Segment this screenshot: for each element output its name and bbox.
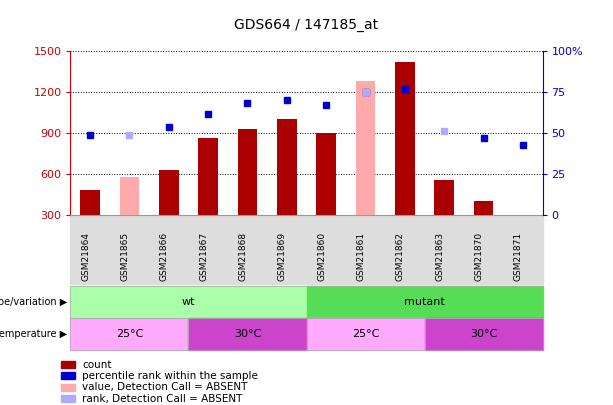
Bar	[513, 215, 533, 222]
Text: GSM21861: GSM21861	[357, 232, 365, 281]
Text: GDS664 / 147185_at: GDS664 / 147185_at	[234, 18, 379, 32]
Bar	[395, 62, 414, 215]
Bar	[238, 128, 257, 215]
Bar	[356, 81, 375, 215]
Text: GSM21868: GSM21868	[238, 232, 248, 281]
Bar	[435, 181, 454, 215]
Bar	[277, 119, 297, 215]
Text: GSM21869: GSM21869	[278, 232, 287, 281]
Text: 25°C: 25°C	[352, 329, 379, 339]
Text: GSM21867: GSM21867	[199, 232, 208, 281]
Text: count: count	[82, 360, 112, 369]
Text: rank, Detection Call = ABSENT: rank, Detection Call = ABSENT	[82, 394, 243, 403]
Bar	[199, 138, 218, 215]
Text: GSM21870: GSM21870	[474, 232, 484, 281]
Text: mutant: mutant	[404, 297, 445, 307]
Bar	[474, 201, 493, 215]
Bar	[80, 190, 100, 215]
Text: GSM21863: GSM21863	[435, 232, 444, 281]
Text: GSM21862: GSM21862	[396, 232, 405, 281]
Text: GSM21866: GSM21866	[160, 232, 169, 281]
Bar	[316, 132, 336, 215]
Text: 30°C: 30°C	[470, 329, 497, 339]
Bar	[120, 177, 139, 215]
Text: GSM21860: GSM21860	[317, 232, 326, 281]
Text: temperature ▶: temperature ▶	[0, 329, 67, 339]
Text: GSM21865: GSM21865	[121, 232, 129, 281]
Text: GSM21864: GSM21864	[81, 232, 90, 281]
Text: GSM21871: GSM21871	[514, 232, 523, 281]
Text: percentile rank within the sample: percentile rank within the sample	[82, 371, 258, 381]
Bar	[159, 170, 178, 215]
Text: 25°C: 25°C	[116, 329, 143, 339]
Text: 30°C: 30°C	[234, 329, 261, 339]
Text: wt: wt	[181, 297, 196, 307]
Text: genotype/variation ▶: genotype/variation ▶	[0, 297, 67, 307]
Text: value, Detection Call = ABSENT: value, Detection Call = ABSENT	[82, 382, 248, 392]
